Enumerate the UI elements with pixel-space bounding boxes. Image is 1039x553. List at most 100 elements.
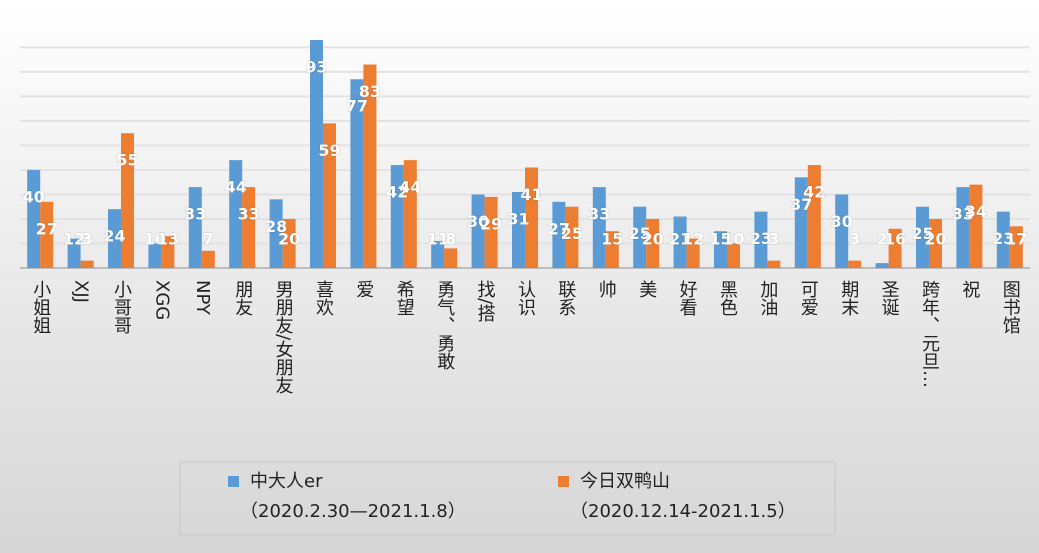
data-label: 44 (225, 178, 247, 197)
x-tick-label: 跨年、元旦… (919, 280, 940, 388)
bar (161, 236, 175, 268)
data-label: 59 (318, 141, 340, 160)
bar (646, 218, 660, 268)
bar (80, 260, 94, 268)
x-tick-label: 希望 (394, 280, 415, 316)
x-tick-label: 祝 (959, 280, 980, 299)
bar (40, 201, 54, 268)
data-label: 93 (305, 58, 327, 77)
x-tick-label: NPY (192, 280, 213, 316)
bar (282, 218, 296, 268)
bar (242, 187, 256, 268)
x-tick-label: XGG (151, 280, 172, 320)
bar (605, 231, 619, 268)
bar (390, 165, 404, 268)
bar (148, 243, 162, 268)
bar (525, 167, 538, 268)
data-label: 30 (467, 212, 489, 231)
data-label: 34 (965, 202, 987, 221)
data-label: 55 (116, 151, 138, 170)
data-label: 10 (722, 230, 744, 249)
x-tick-label: 帅 (596, 280, 617, 298)
bar (875, 263, 889, 268)
data-label: 44 (399, 178, 421, 197)
data-label: 3 (768, 230, 779, 249)
legend-label: 今日双鸭山 (580, 471, 670, 492)
bar (552, 201, 566, 268)
x-tick-label: 勇气、勇敢 (434, 280, 455, 370)
bar (767, 260, 781, 268)
bar (201, 250, 215, 268)
data-label: 37 (790, 195, 812, 214)
data-label: 7 (203, 230, 214, 249)
bar (229, 160, 243, 268)
legend-period: （2020.12.14-2021.1.5） (570, 501, 796, 522)
bar (929, 218, 942, 268)
bar (403, 160, 417, 268)
data-label: 25 (629, 224, 651, 243)
data-label: 42 (386, 183, 408, 202)
data-label: 16 (884, 230, 906, 249)
x-tick-label: 加油 (757, 280, 778, 316)
bar (1009, 226, 1023, 268)
x-tick-label: 小哥哥 (111, 280, 132, 334)
x-tick-label: 圣诞 (879, 280, 900, 316)
bar (188, 187, 202, 268)
bar (444, 248, 458, 268)
legend-period: （2020.2.30—2021.1.8） (240, 501, 466, 522)
bar (686, 238, 700, 268)
bar (27, 169, 41, 268)
legend-label: 中大人er (250, 471, 323, 492)
data-label: 83 (359, 82, 381, 101)
data-label: 20 (278, 230, 300, 249)
bar (431, 241, 445, 268)
bar (969, 184, 983, 268)
data-label: 27 (36, 219, 58, 238)
data-label: 33 (238, 205, 260, 224)
data-label: 15 (709, 230, 731, 249)
bar (727, 243, 740, 268)
data-label: 10 (144, 230, 166, 249)
x-tick-label: 联系 (555, 280, 576, 316)
bar (888, 228, 902, 268)
data-label: 33 (952, 205, 974, 224)
data-label: 24 (103, 227, 125, 246)
bar (363, 64, 377, 268)
x-tick-label: 爱 (353, 280, 374, 298)
bar (323, 123, 336, 268)
legend-swatch (228, 476, 239, 487)
data-label: 2 (877, 230, 888, 249)
data-label: 23 (992, 229, 1014, 248)
bar (484, 196, 498, 268)
x-tick-label: 认识 (515, 280, 536, 316)
x-tick-label: 男朋友/女朋友 (273, 280, 294, 394)
bar (565, 206, 579, 268)
data-label: 17 (1005, 230, 1027, 249)
x-tick-label: 喜欢 (313, 280, 334, 316)
bar (956, 187, 970, 268)
data-label: 33 (588, 205, 610, 224)
legend-box (179, 461, 836, 536)
x-tick-label: 黑色 (717, 280, 738, 316)
data-label: 30 (831, 212, 853, 231)
data-label: 25 (561, 224, 583, 243)
data-label: 25 (911, 224, 933, 243)
x-tick-label: 好看 (677, 280, 698, 316)
data-label: 12 (682, 230, 704, 249)
bar (67, 238, 81, 268)
x-tick-label: 小姐姐 (30, 280, 51, 334)
bar (310, 40, 323, 268)
data-label: 40 (23, 187, 45, 206)
bar (108, 209, 121, 268)
bar (121, 133, 134, 268)
bar (996, 211, 1010, 268)
bar (269, 199, 283, 268)
bar (835, 194, 849, 268)
bar (633, 206, 647, 268)
bar (807, 165, 821, 268)
data-label: 12 (63, 230, 85, 249)
data-label: 41 (520, 185, 542, 204)
data-label: 20 (642, 230, 664, 249)
